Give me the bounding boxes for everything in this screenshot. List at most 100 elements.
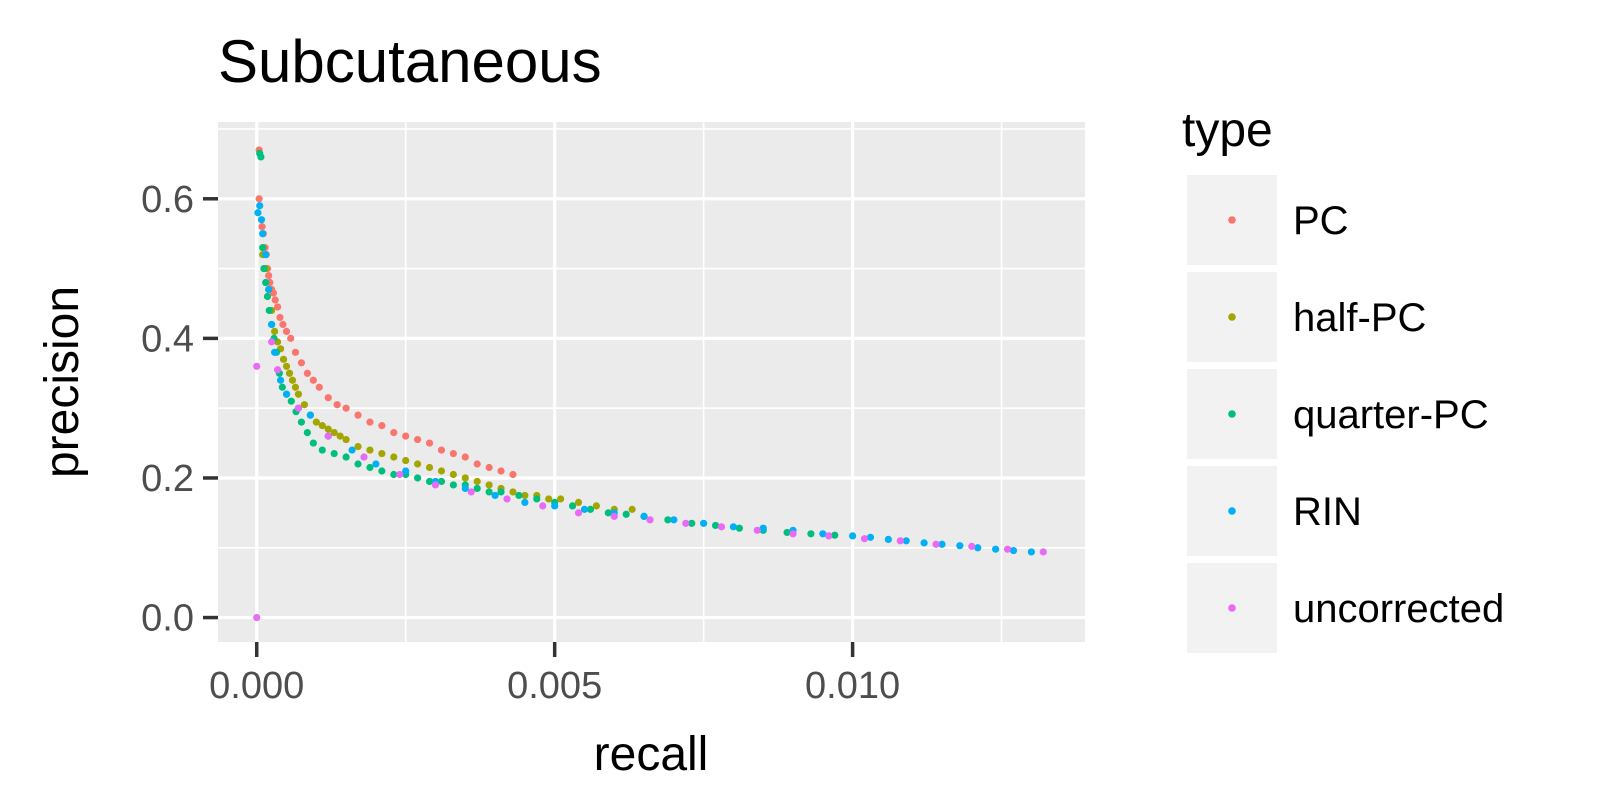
data-point bbox=[282, 390, 291, 398]
data-point bbox=[580, 505, 589, 513]
data-points bbox=[253, 146, 1047, 622]
data-point bbox=[449, 449, 457, 458]
data-point bbox=[849, 532, 857, 540]
data-point bbox=[288, 376, 297, 384]
data-point bbox=[437, 467, 446, 475]
data-point bbox=[628, 505, 636, 513]
data-point bbox=[360, 453, 368, 461]
data-point bbox=[938, 540, 946, 548]
data-point bbox=[819, 530, 827, 538]
data-point bbox=[390, 429, 398, 437]
data-point bbox=[324, 432, 332, 440]
data-point bbox=[497, 488, 505, 496]
data-point bbox=[315, 383, 323, 391]
data-point bbox=[717, 523, 726, 531]
data-point bbox=[324, 425, 332, 433]
data-point bbox=[974, 544, 982, 552]
data-point bbox=[688, 519, 696, 527]
data-point bbox=[279, 355, 288, 363]
data-point bbox=[670, 516, 678, 524]
legend-label: uncorrected bbox=[1293, 587, 1504, 631]
data-point bbox=[568, 502, 577, 510]
data-point bbox=[437, 446, 446, 454]
data-point bbox=[354, 442, 362, 451]
data-point bbox=[711, 521, 720, 530]
data-point bbox=[461, 453, 469, 461]
y-tick-label: 0.4 bbox=[141, 318, 194, 360]
series-rin bbox=[254, 202, 1035, 556]
data-point bbox=[291, 383, 300, 391]
data-point bbox=[276, 376, 285, 384]
data-point bbox=[473, 477, 481, 486]
data-point bbox=[366, 446, 374, 454]
data-point bbox=[461, 484, 469, 493]
data-point bbox=[354, 411, 362, 419]
data-point bbox=[378, 467, 386, 475]
data-point bbox=[276, 313, 284, 322]
data-point bbox=[860, 535, 869, 543]
y-tick-label: 0.6 bbox=[141, 179, 194, 221]
data-point bbox=[366, 463, 374, 472]
data-point bbox=[265, 285, 273, 294]
data-point bbox=[664, 516, 672, 524]
data-point bbox=[291, 348, 300, 356]
data-point bbox=[318, 422, 326, 430]
plot-panel bbox=[218, 122, 1085, 642]
data-point bbox=[396, 470, 404, 479]
data-point bbox=[271, 296, 279, 304]
data-point bbox=[604, 509, 612, 517]
data-point bbox=[884, 535, 892, 543]
data-point bbox=[551, 502, 559, 510]
data-point bbox=[253, 362, 261, 370]
data-point bbox=[262, 278, 270, 287]
data-point bbox=[896, 537, 904, 545]
data-point bbox=[932, 540, 940, 548]
data-point bbox=[646, 516, 654, 524]
data-point bbox=[1027, 548, 1035, 556]
data-point bbox=[759, 524, 767, 532]
data-point bbox=[303, 369, 311, 377]
data-point bbox=[303, 429, 311, 437]
data-point bbox=[258, 223, 266, 231]
data-point bbox=[956, 542, 964, 550]
data-point bbox=[318, 446, 326, 454]
legend-label: RIN bbox=[1293, 490, 1362, 534]
legend-swatch bbox=[1228, 604, 1236, 612]
data-point bbox=[574, 509, 583, 517]
data-point bbox=[485, 481, 493, 489]
data-point bbox=[402, 432, 410, 440]
data-point bbox=[300, 401, 309, 409]
data-point bbox=[521, 491, 529, 500]
data-point bbox=[259, 244, 267, 252]
data-point bbox=[253, 613, 261, 622]
data-point bbox=[306, 411, 314, 419]
data-point bbox=[735, 524, 743, 532]
x-tick-label: 0.010 bbox=[805, 665, 900, 707]
data-point bbox=[330, 449, 338, 458]
data-point bbox=[473, 460, 481, 468]
data-point bbox=[1003, 545, 1012, 553]
data-point bbox=[262, 251, 270, 259]
data-point bbox=[378, 449, 386, 458]
legend-swatch bbox=[1228, 507, 1236, 515]
data-point bbox=[336, 432, 344, 440]
data-point bbox=[273, 366, 282, 374]
data-point bbox=[282, 327, 291, 335]
data-point bbox=[278, 383, 286, 391]
data-point bbox=[255, 195, 263, 203]
data-point bbox=[425, 463, 434, 472]
data-point bbox=[866, 533, 875, 541]
data-point bbox=[992, 545, 1000, 553]
data-point bbox=[378, 422, 386, 430]
y-axis-title: precision bbox=[36, 286, 89, 478]
data-point bbox=[557, 495, 565, 503]
legend-item: half-PC bbox=[1187, 272, 1426, 362]
data-point bbox=[610, 512, 618, 520]
data-point bbox=[1009, 546, 1018, 555]
data-point bbox=[592, 502, 600, 510]
data-point bbox=[265, 271, 273, 280]
data-point bbox=[700, 519, 708, 527]
legend-item: PC bbox=[1187, 175, 1349, 265]
data-point bbox=[287, 397, 295, 405]
legend-item: RIN bbox=[1187, 466, 1362, 556]
